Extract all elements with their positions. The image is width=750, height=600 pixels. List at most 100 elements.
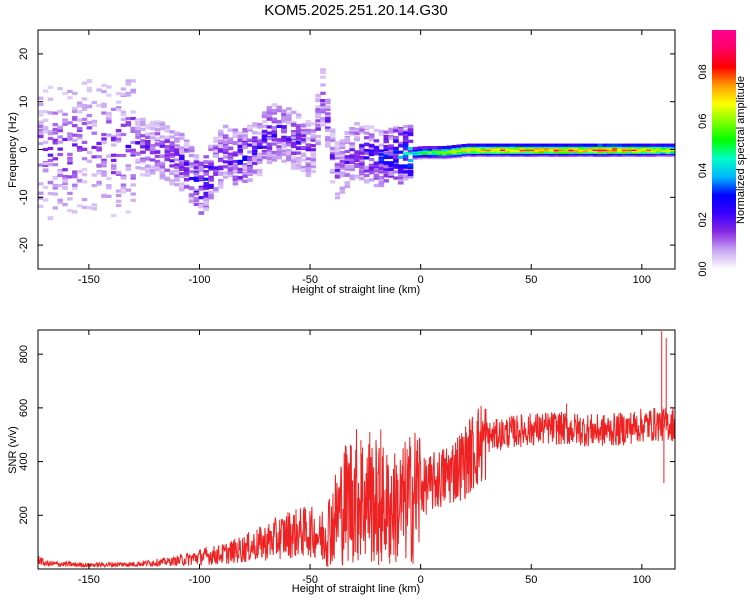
spectrogram-cell: [203, 172, 209, 176]
spectrogram-cell: [291, 123, 297, 127]
spectrogram-cell: [261, 150, 268, 154]
spectrogram-cell: [276, 145, 282, 149]
spectrogram-cell: [52, 123, 59, 127]
spectrogram-cell: [232, 153, 239, 157]
spectrogram-cell: [383, 151, 389, 155]
spectrogram-cell: [339, 154, 346, 158]
spectrogram-cell: [286, 116, 292, 120]
spectrogram-cell: [354, 155, 360, 159]
spectrogram-cell: [320, 119, 326, 123]
spectrogram-cell: [115, 106, 122, 110]
spectrogram-cell: [125, 91, 132, 95]
spectrogram-cell: [388, 146, 394, 150]
spectrogram-cell: [398, 155, 404, 159]
spectrogram-cell: [359, 144, 365, 148]
spectrogram-cell: [631, 143, 638, 147]
spectrogram-cell: [188, 170, 195, 174]
spectrogram-cell: [164, 151, 170, 155]
spectrogram-cell: [446, 145, 453, 149]
spectrogram-cell: [315, 134, 321, 139]
spectrogram-cell: [130, 126, 136, 130]
spectrogram-cell: [325, 98, 331, 102]
spectrogram-cell: [281, 139, 287, 143]
spectrogram-cell: [329, 149, 336, 153]
spectrogram-cell: [208, 177, 214, 181]
spectrogram-cell: [135, 124, 141, 128]
spectrogram-cell: [76, 148, 83, 152]
spectrogram-cell: [81, 157, 88, 161]
spectrogram-cell: [266, 148, 273, 152]
spectrogram-cell: [135, 141, 141, 145]
spectrogram-cell: [237, 159, 243, 163]
spectrogram-cell: [179, 134, 185, 138]
spectrogram-cell: [62, 91, 68, 96]
spectrogram-cell: [388, 136, 394, 140]
spectrogram-cell: [295, 157, 302, 161]
spectrogram-cell: [193, 160, 200, 164]
spectrogram-cell: [140, 127, 146, 131]
spectrogram-cell: [266, 125, 273, 129]
spectrogram-cell: [271, 134, 278, 138]
spectrogram-cell: [354, 122, 360, 126]
spectrogram-cell: [407, 132, 414, 137]
spectrogram-cell: [91, 207, 97, 211]
spectrogram-cell: [159, 165, 166, 169]
spectrogram-cell: [291, 144, 297, 148]
spectrogram-cell: [232, 128, 239, 132]
spectrogram-cell: [325, 142, 331, 146]
spectrogram-cell: [193, 188, 200, 193]
spectrogram-y-ticks: -20 -10 0 10 20: [18, 48, 675, 253]
spectrogram-cell: [393, 150, 399, 154]
spectrogram-cell: [295, 161, 302, 165]
spectrogram-cell: [281, 136, 287, 140]
spectrogram-cell: [67, 175, 73, 179]
spectrogram-cell: [57, 200, 63, 205]
spectrogram-cell: [407, 124, 414, 128]
spectrogram-cell: [96, 103, 102, 108]
spectrogram-cell: [203, 181, 209, 186]
spectrogram-cell: [101, 137, 107, 141]
spectrogram-cell: [393, 126, 399, 130]
spectrogram-cell: [300, 165, 307, 170]
spectrogram-cell: [227, 158, 234, 162]
spectrogram-cell: [96, 182, 102, 186]
colorbar-tick-label: 0.6: [697, 114, 709, 129]
spectrogram-cell: [130, 140, 136, 145]
spectrogram-cell: [149, 148, 156, 152]
spectrogram-cell: [76, 178, 83, 183]
spectrogram-cell: [261, 111, 268, 115]
spectrogram-y-tick-label: 10: [18, 96, 30, 108]
spectrogram-cell: [242, 164, 248, 168]
spectrogram-cell: [130, 176, 136, 180]
spectrogram-cell: [349, 126, 355, 131]
spectrogram-cell: [218, 149, 224, 153]
spectrogram-cell: [159, 140, 166, 144]
spectrogram-cell: [96, 148, 102, 152]
spectrogram-cell: [130, 116, 136, 121]
spectrogram-cell: [266, 131, 273, 135]
spectrogram-cell: [252, 149, 258, 153]
spectrogram-cell: [101, 102, 107, 106]
spectrogram-cell: [247, 127, 253, 131]
spectrogram-cell: [242, 157, 248, 162]
spectrogram-cell: [602, 143, 608, 147]
spectrogram-cell: [227, 171, 234, 175]
spectrogram-cell: [344, 149, 351, 154]
spectrogram-cell: [101, 164, 107, 168]
spectrogram-cell: [198, 163, 205, 168]
spectrogram-cell: [310, 152, 316, 156]
spectrogram-cell: [305, 146, 312, 150]
spectrogram-cell: [169, 154, 175, 158]
snr-x-tick-label: -50: [302, 574, 318, 586]
spectrogram-cell: [271, 150, 278, 155]
spectrogram-cell: [368, 150, 375, 155]
snr-y-tick-label: 600: [18, 399, 30, 417]
spectrogram-cell: [291, 136, 297, 140]
spectrogram-cell: [373, 173, 380, 177]
colorbar-tick-label: 0.2: [697, 212, 709, 227]
spectrogram-cell: [193, 166, 200, 170]
spectrogram-cell: [373, 128, 380, 132]
spectrogram-cell: [388, 144, 394, 148]
spectrogram-cell: [305, 162, 312, 166]
spectrogram-cell: [256, 131, 263, 135]
